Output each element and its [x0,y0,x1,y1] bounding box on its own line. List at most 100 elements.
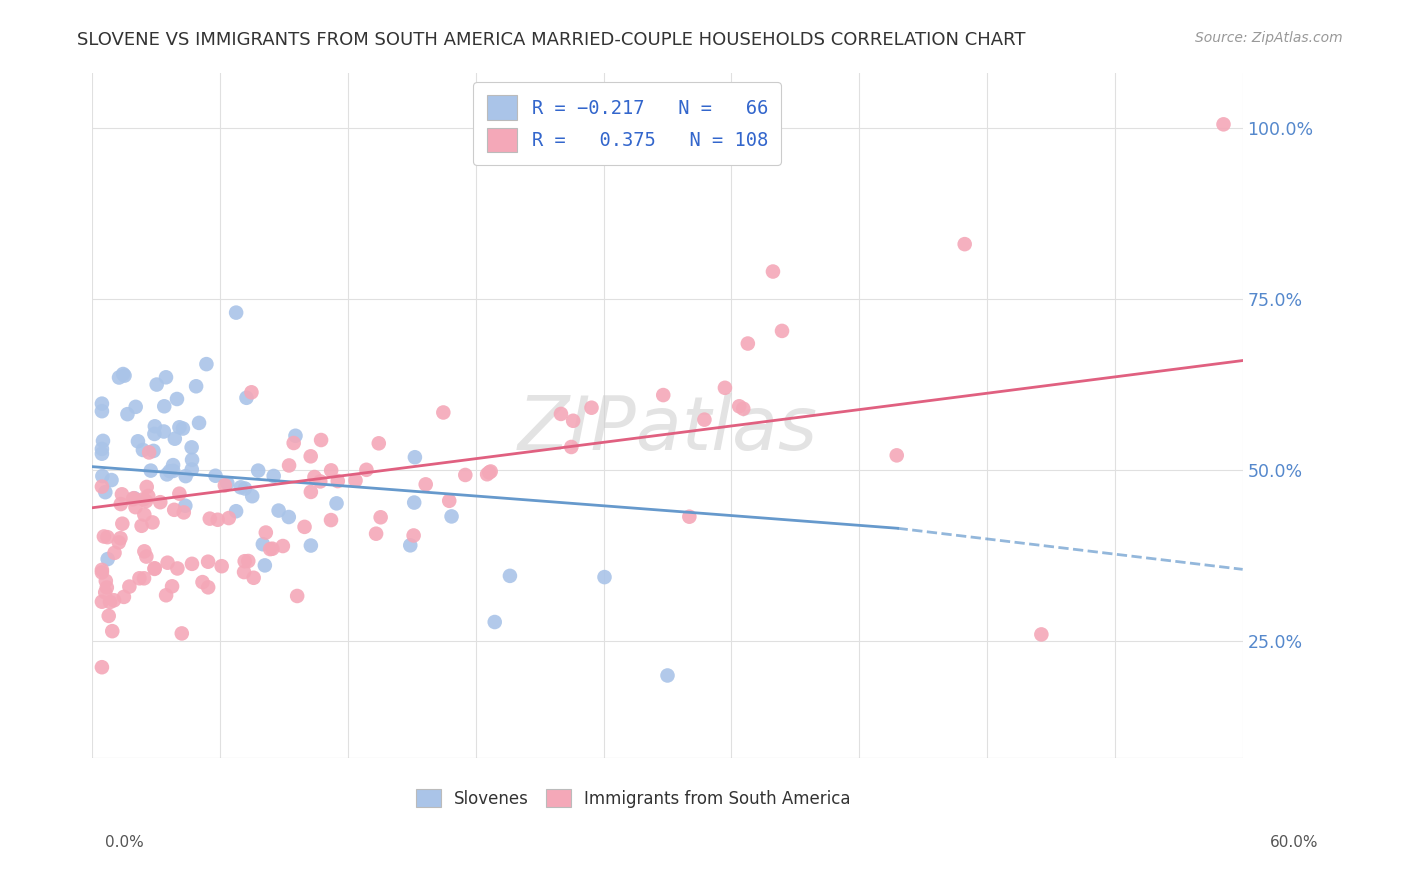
Point [172,421,194,435]
Point [166,392,188,406]
Point [132,492,155,507]
Point [233,554,256,568]
Point [344,474,367,488]
Point [652,388,675,402]
Point [762,264,785,278]
Point [657,668,679,682]
Point [174,499,197,513]
Point [90,404,112,418]
Point [181,557,204,571]
Point [370,510,392,524]
Point [253,558,276,573]
Point [484,615,506,629]
Text: ZIPatlas: ZIPatlas [517,393,817,465]
Point [184,379,207,393]
Point [103,546,125,560]
Point [217,476,239,491]
Point [214,478,236,492]
Point [593,570,616,584]
Point [128,571,150,585]
Point [728,399,751,413]
Point [262,541,284,556]
Point [90,660,112,674]
Point [134,508,156,522]
Point [762,148,785,162]
Point [233,482,256,496]
Point [479,465,502,479]
Point [91,469,114,483]
Point [415,477,437,491]
Point [211,559,233,574]
Point [107,535,129,549]
Point [142,443,165,458]
Point [112,590,135,604]
Point [195,357,218,371]
Point [321,463,343,477]
Point [90,566,112,580]
Point [90,397,112,411]
Point [153,399,176,413]
Point [714,381,737,395]
Point [277,510,299,524]
Point [125,400,148,414]
Point [180,441,202,455]
Point [198,511,221,525]
Point [693,412,716,426]
Point [299,539,322,553]
Point [181,452,204,467]
Point [550,407,572,421]
Point [169,420,191,434]
Point [138,445,160,459]
Point [475,467,498,482]
Point [143,426,166,441]
Point [218,511,240,525]
Point [112,367,135,381]
Point [326,474,349,488]
Point [162,464,184,478]
Point [122,491,145,506]
Point [122,492,145,507]
Point [98,595,121,609]
Text: 60.0%: 60.0% [1271,836,1319,850]
Point [166,561,188,575]
Point [309,433,332,447]
Point [124,491,146,506]
Point [131,518,153,533]
Point [139,464,162,478]
Point [188,416,211,430]
Point [247,464,270,478]
Point [93,529,115,543]
Point [299,450,322,464]
Text: 0.0%: 0.0% [105,836,145,850]
Legend: Slovenes, Immigrants from South America: Slovenes, Immigrants from South America [409,782,858,814]
Point [737,336,759,351]
Point [191,575,214,590]
Point [252,537,274,551]
Point [90,563,112,577]
Point [267,503,290,517]
Point [155,588,177,602]
Point [229,480,252,494]
Point [97,552,120,566]
Point [156,467,179,482]
Point [94,485,117,500]
Point [402,528,425,542]
Point [173,505,195,519]
Point [770,324,793,338]
Point [90,442,112,456]
Point [285,589,308,603]
Point [156,556,179,570]
Point [284,429,307,443]
Text: SLOVENE VS IMMIGRANTS FROM SOUTH AMERICA MARRIED-COUPLE HOUSEHOLDS CORRELATION C: SLOVENE VS IMMIGRANTS FROM SOUTH AMERICA… [77,31,1026,49]
Point [240,489,263,503]
Point [678,509,700,524]
Point [143,419,166,434]
Point [278,458,301,473]
Point [90,480,112,494]
Point [560,440,582,454]
Point [127,434,149,449]
Point [439,493,461,508]
Point [162,458,184,472]
Point [233,565,256,579]
Point [562,414,585,428]
